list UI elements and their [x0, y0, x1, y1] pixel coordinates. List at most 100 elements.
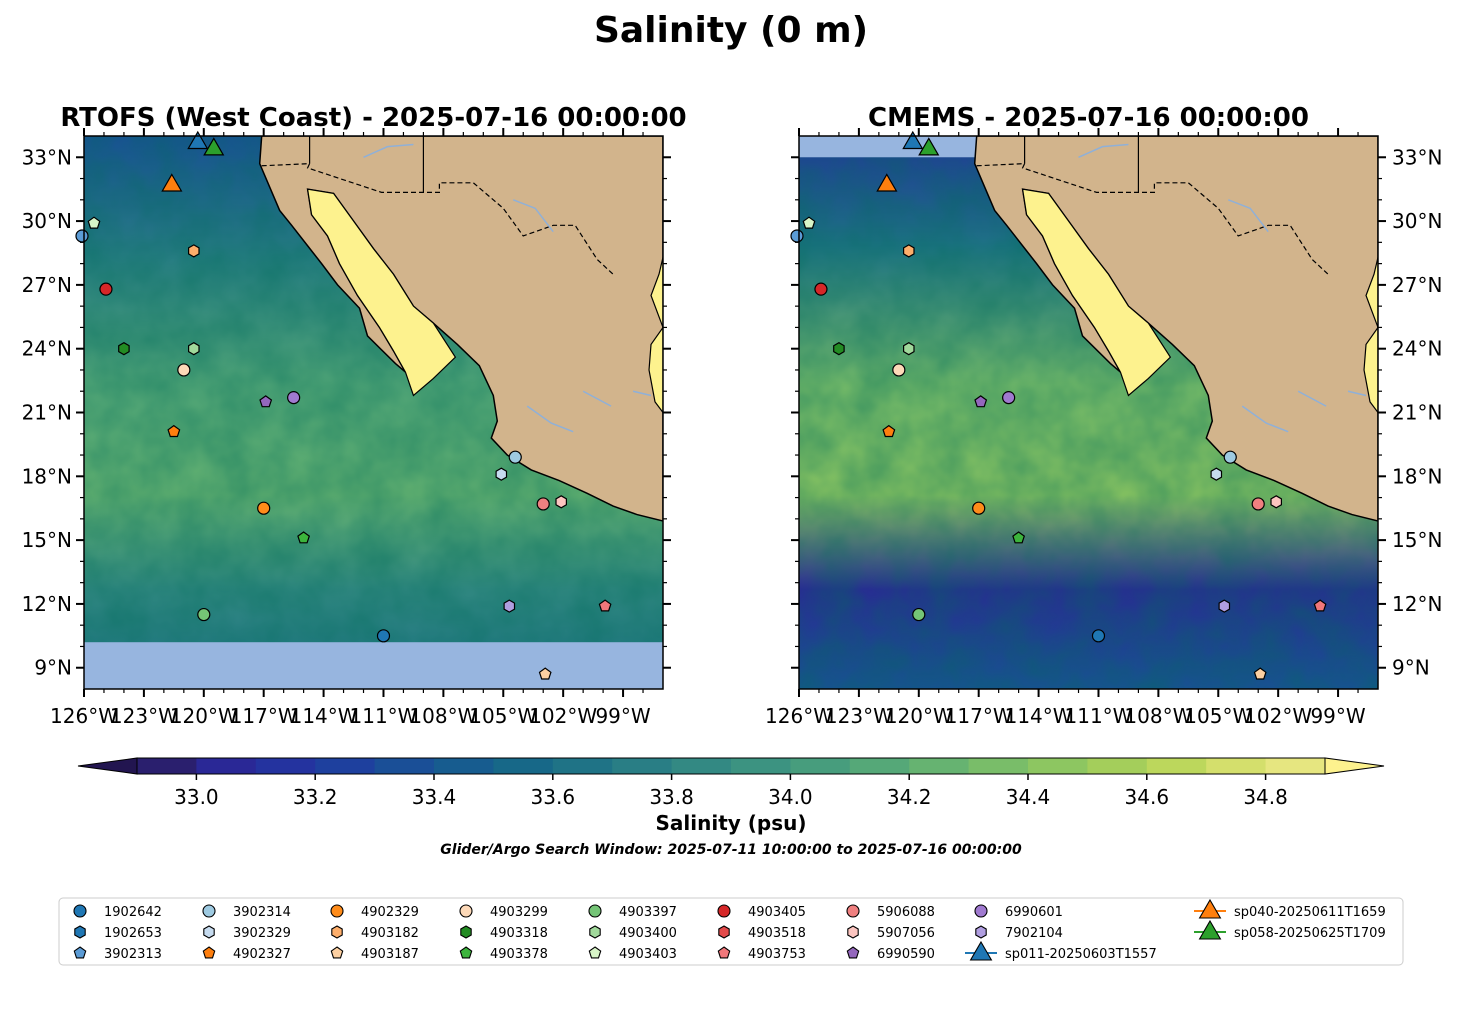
station-marker-4903753[interactable] [598, 599, 612, 612]
station-marker-6990590[interactable] [974, 395, 988, 408]
station-marker-3902314[interactable] [508, 450, 522, 464]
colorbar-bin [374, 758, 435, 774]
station-marker-4903299[interactable] [177, 363, 191, 377]
station-marker-unlabeled[interactable] [376, 629, 391, 643]
station-marker-4903405[interactable] [99, 282, 113, 296]
station-marker-sp058-20250625T1709[interactable] [918, 137, 940, 156]
river [1241, 405, 1289, 433]
station-marker-4902329[interactable] [257, 501, 271, 515]
river [1347, 390, 1367, 397]
station-marker-5906088[interactable] [1251, 497, 1265, 511]
lat-tick-label: 21°N [22, 401, 72, 425]
legend-marker-4902329 [330, 904, 344, 918]
colorbar-bin [315, 758, 376, 774]
station-marker-unlabeled[interactable] [1091, 629, 1106, 643]
station-marker-6990601[interactable] [287, 391, 301, 405]
gulf-of-california [1021, 188, 1172, 397]
station-marker-sp040-20250611T1659[interactable] [161, 173, 183, 192]
lat-tick-label: 30°N [22, 209, 72, 233]
legend-marker-1902642 [73, 904, 87, 918]
legend-label: 4903403 [619, 947, 677, 962]
station-marker-4903405[interactable] [814, 282, 828, 296]
station-marker-4903753[interactable] [1313, 599, 1327, 612]
station-marker-5906088[interactable] [536, 497, 550, 511]
river [1078, 143, 1129, 158]
legend-label: 1902642 [104, 905, 162, 920]
lat-tick-label: 24°N [1392, 337, 1442, 361]
legend-label: 3902314 [233, 905, 291, 920]
lon-tick-label: 102°W [1244, 704, 1312, 728]
station-marker-4903400[interactable] [902, 342, 915, 356]
station-marker-3902314[interactable] [1223, 450, 1237, 464]
station-marker-4903378[interactable] [297, 531, 311, 544]
legend-marker-sp011-20250603T1557 [969, 940, 993, 961]
lon-tick-label: 105°W [1184, 704, 1252, 728]
lon-tick-label: 123°W [110, 704, 178, 728]
colorbar-tick-label: 33.6 [531, 785, 576, 809]
lat-tick-label: 15°N [22, 528, 72, 552]
station-marker-sp058-20250625T1709[interactable] [203, 137, 225, 156]
legend-marker-4903378 [459, 946, 473, 959]
lon-tick-label: 108°W [1124, 704, 1192, 728]
legend-marker-1902653 [74, 925, 86, 939]
station-marker-4902329[interactable] [972, 501, 986, 515]
colorbar-bin [552, 758, 613, 774]
station-marker-6990590[interactable] [259, 395, 273, 408]
station-marker-4903187[interactable] [538, 667, 552, 680]
lat-tick-label: 33°N [1392, 145, 1442, 169]
gulf-of-mexico-edge [1363, 257, 1378, 414]
legend-marker-sp040-20250611T1659 [1198, 898, 1222, 919]
station-marker-6990601[interactable] [1002, 391, 1016, 405]
colorbar-tick-label: 34.4 [1006, 785, 1051, 809]
station-marker-4903318[interactable] [833, 342, 845, 356]
legend-label: 4903518 [748, 926, 806, 941]
station-marker-4903182[interactable] [902, 244, 915, 258]
station-marker-7902104[interactable] [1218, 599, 1231, 613]
station-marker-3902329[interactable] [495, 467, 508, 481]
station-marker-sp011-20250603T1557[interactable] [187, 130, 209, 150]
station-marker-4902327[interactable] [167, 424, 181, 438]
legend-label: 4902329 [361, 905, 419, 920]
station-marker-4902327[interactable] [882, 424, 896, 438]
station-marker-4903378[interactable] [1012, 531, 1026, 544]
station-marker-sp040-20250611T1659[interactable] [876, 173, 898, 192]
station-markers [790, 130, 1327, 680]
station-marker-4903182[interactable] [188, 244, 200, 258]
station-marker-sp011-20250603T1557[interactable] [902, 130, 924, 150]
colorbar-bin [1146, 758, 1207, 774]
station-marker-5907056[interactable] [1270, 495, 1283, 509]
salinity-field [799, 136, 1378, 689]
lat-tick-label: 24°N [22, 337, 72, 361]
figure-title: Salinity (0 m) [594, 10, 868, 51]
legend-marker-4903299 [459, 904, 473, 918]
station-marker-4903299[interactable] [892, 363, 906, 377]
station-marker-4903187[interactable] [1253, 667, 1267, 680]
station-marker-5907056[interactable] [555, 495, 568, 509]
station-marker-7902104[interactable] [503, 599, 516, 613]
station-marker-unlabeled[interactable] [75, 229, 89, 243]
station-marker-4903397[interactable] [197, 607, 211, 622]
legend-marker-5906088 [846, 904, 860, 918]
station-marker-unlabeled[interactable] [790, 229, 804, 243]
legend-label: sp040-20250611T1659 [1234, 905, 1386, 920]
colorbar-bin [909, 758, 970, 774]
colorbar-bin [968, 758, 1029, 774]
station-marker-4903318[interactable] [118, 342, 130, 356]
station-marker-4903403[interactable] [87, 216, 101, 229]
colorbar-bin [849, 758, 910, 774]
legend-marker-6990601 [974, 904, 988, 918]
legend-label: 7902104 [1005, 926, 1063, 941]
legend-label: 6990601 [1005, 905, 1063, 920]
station-marker-4903403[interactable] [802, 216, 816, 229]
station-marker-4903400[interactable] [188, 342, 200, 356]
lat-tick-label: 33°N [22, 145, 72, 169]
station-marker-4903397[interactable] [912, 607, 926, 622]
lon-tick-label: 123°W [825, 704, 893, 728]
colorbar-bin [790, 758, 851, 774]
station-marker-3902329[interactable] [1210, 467, 1223, 481]
legend-label: 4903378 [490, 947, 548, 962]
legend-label: 4903318 [490, 926, 548, 941]
colorbar-bin [255, 758, 316, 774]
colorbar-tick-label: 33.0 [174, 785, 219, 809]
